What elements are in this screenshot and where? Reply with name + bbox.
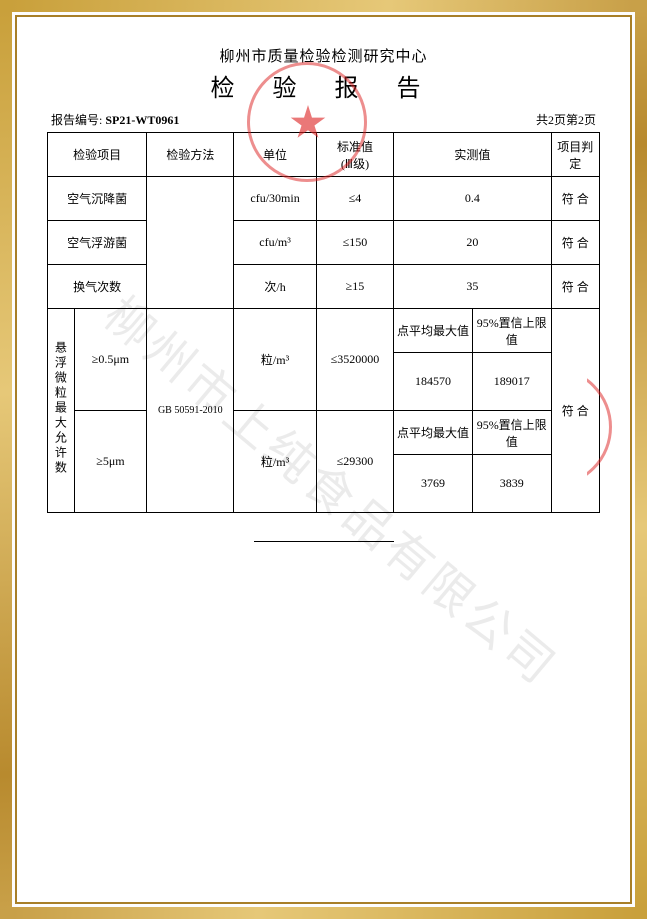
head-ci-2: 95%置信上限值 <box>472 411 551 455</box>
r1-std: ≤4 <box>316 177 393 221</box>
report-no: 报告编号: SP21-WT0961 <box>51 111 179 128</box>
d5-avg: 3769 <box>394 455 473 513</box>
r1-val: 0.4 <box>394 177 551 221</box>
d05-unit: 粒/m³ <box>234 309 316 411</box>
org-title: 柳州市质量检验检测研究中心 <box>47 45 600 66</box>
col-unit: 单位 <box>234 133 316 177</box>
col-method: 检验方法 <box>147 133 234 177</box>
group-judge: 符 合 <box>551 309 599 513</box>
report-page: 柳州市上纯食品有限公司 柳州市质量检验检测研究中心 检 验 报 告 报告编号: … <box>17 17 630 902</box>
group-method: GB 50591-2010 <box>147 309 234 513</box>
col-item: 检验项目 <box>48 133 147 177</box>
d05-name: ≥0.5μm <box>74 309 147 411</box>
head-avg-1: 点平均最大值 <box>394 309 473 353</box>
empty-method <box>147 177 234 309</box>
r2-item: 空气浮游菌 <box>48 221 147 265</box>
col-judge: 项目判定 <box>551 133 599 177</box>
d5-unit: 粒/m³ <box>234 411 316 513</box>
d05-avg: 184570 <box>394 353 473 411</box>
r3-unit: 次/h <box>234 265 316 309</box>
d05-ci: 189017 <box>472 353 551 411</box>
page-info: 共2页第2页 <box>536 111 596 128</box>
report-no-label: 报告编号: <box>51 113 102 127</box>
r1-unit: cfu/30min <box>234 177 316 221</box>
r2-unit: cfu/m³ <box>234 221 316 265</box>
r1-judge: 符 合 <box>551 177 599 221</box>
group-label: 悬浮微粒最大允许数 <box>48 309 75 513</box>
report-no-value: SP21-WT0961 <box>105 113 179 127</box>
d5-name: ≥5μm <box>74 411 147 513</box>
r3-std: ≥15 <box>316 265 393 309</box>
col-val: 实测值 <box>394 133 551 177</box>
d5-ci: 3839 <box>472 455 551 513</box>
r3-val: 35 <box>394 265 551 309</box>
r1-item: 空气沉降菌 <box>48 177 147 221</box>
col-std: 标准值 (Ⅲ级) <box>316 133 393 177</box>
r2-val: 20 <box>394 221 551 265</box>
meta-row: 报告编号: SP21-WT0961 共2页第2页 <box>47 111 600 132</box>
r3-judge: 符 合 <box>551 265 599 309</box>
head-avg-2: 点平均最大值 <box>394 411 473 455</box>
report-title: 检 验 报 告 <box>47 68 600 103</box>
report-table: 检验项目 检验方法 单位 标准值 (Ⅲ级) 实测值 项目判定 空气沉降菌 cfu… <box>47 132 600 513</box>
r2-std: ≤150 <box>316 221 393 265</box>
r3-item: 换气次数 <box>48 265 147 309</box>
d5-std: ≤29300 <box>316 411 393 513</box>
d05-std: ≤3520000 <box>316 309 393 411</box>
end-divider <box>254 541 394 542</box>
head-ci-1: 95%置信上限值 <box>472 309 551 353</box>
r2-judge: 符 合 <box>551 221 599 265</box>
